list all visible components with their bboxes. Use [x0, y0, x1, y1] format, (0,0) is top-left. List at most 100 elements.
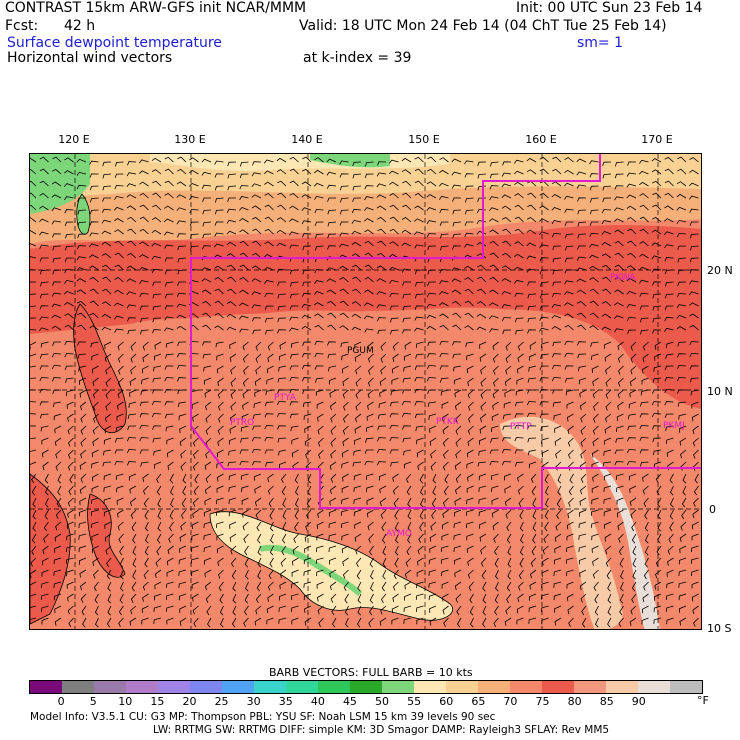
wind-barb: [330, 437, 337, 447]
wind-barb: [389, 305, 399, 311]
wind-barb: [254, 497, 262, 507]
wind-barb: [689, 221, 699, 226]
wind-barb: [579, 569, 587, 578]
wind-barb: [192, 413, 199, 422]
wind-barb: [216, 533, 224, 541]
wind-barb: [429, 605, 437, 613]
boundary-lines: [190, 154, 701, 509]
wind-barb: [68, 449, 74, 459]
wind-barb: [276, 217, 287, 223]
wind-barb: [554, 425, 562, 433]
wind-barb: [204, 497, 212, 506]
wind-barb: [94, 605, 99, 616]
wind-barb: [641, 377, 649, 385]
wind-barb: [89, 160, 99, 165]
wind-barb: [264, 280, 274, 285]
wind-barb: [132, 545, 137, 556]
wind-barb: [415, 425, 424, 432]
wind-barb: [39, 180, 49, 187]
wind-barb: [30, 269, 37, 271]
wind-barb: [366, 509, 374, 518]
wind-barb: [693, 485, 699, 496]
wind-barb: [55, 509, 62, 519]
wind-barb: [517, 341, 524, 351]
wind-barb: [627, 329, 637, 335]
wind-barb: [414, 218, 424, 223]
wind-barb: [464, 160, 474, 165]
station-ptkk: PTKK: [436, 417, 459, 427]
wind-barb: [352, 185, 362, 191]
wind-barb: [379, 389, 387, 398]
wind-barb: [239, 252, 249, 259]
wind-barb: [530, 473, 537, 483]
wind-barb: [626, 278, 637, 283]
wind-barb: [639, 449, 649, 454]
wind-barb: [67, 605, 74, 615]
wind-barb: [326, 158, 337, 163]
wind-barb: [314, 353, 324, 358]
wind-barb: [314, 365, 324, 370]
wind-barb: [79, 461, 87, 470]
wind-barb: [427, 341, 437, 347]
wind-barb: [564, 169, 574, 175]
wind-barb: [301, 314, 312, 319]
wind-barb: [32, 497, 37, 508]
wind-barb: [540, 593, 549, 600]
wind-barb: [677, 401, 687, 407]
wind-barb: [127, 461, 137, 466]
wind-barb: [316, 533, 324, 541]
wind-barb: [603, 485, 612, 492]
wind-barb: [51, 207, 62, 212]
wind-barb: [641, 605, 649, 614]
wind-barb: [39, 365, 49, 370]
wind-barb: [501, 194, 512, 199]
wind-barb: [179, 425, 187, 434]
wind-barb: [615, 161, 624, 167]
wind-barb: [527, 305, 537, 311]
wind-barb: [192, 437, 199, 447]
wind-barb: [290, 425, 299, 432]
wind-barb: [318, 449, 324, 459]
wind-barb: [603, 473, 612, 481]
wind-barb: [364, 289, 374, 295]
wind-barb: [664, 180, 674, 187]
wind-barb: [591, 521, 599, 528]
wind-barb: [355, 377, 362, 387]
wind-barb: [644, 521, 649, 532]
wind-barb: [164, 316, 174, 321]
wind-barb: [91, 449, 99, 458]
wind-barb: [102, 173, 112, 179]
wind-barb: [176, 303, 187, 308]
wind-barb: [130, 353, 137, 363]
wind-barb: [505, 605, 512, 615]
wind-barb: [564, 365, 574, 370]
wind-barb: [355, 389, 362, 399]
wind-barb: [114, 206, 124, 211]
wind-barb: [215, 341, 224, 348]
wind-barb: [314, 269, 324, 274]
wind-barb: [104, 413, 112, 423]
wind-barb: [565, 557, 574, 564]
wind-barb: [39, 377, 49, 382]
wind-barb: [526, 158, 537, 163]
wind-barb: [394, 557, 399, 568]
wind-barb: [216, 485, 224, 493]
wind-barb: [181, 497, 187, 508]
wind-barb: [31, 545, 37, 556]
wind-barb: [377, 161, 387, 166]
wind-barb: [254, 389, 262, 398]
wind-barb: [367, 389, 374, 399]
wind-barb: [130, 605, 137, 615]
wind-barb: [568, 617, 574, 627]
wind-barb: [277, 305, 287, 311]
wind-barb: [527, 281, 537, 286]
wind-barb: [514, 449, 524, 454]
wind-barb: [665, 593, 674, 600]
wind-barb: [578, 365, 587, 372]
wind-barb: [403, 617, 412, 624]
wind-barb: [202, 312, 212, 319]
wind-barb: [682, 485, 687, 496]
wind-barb: [30, 569, 37, 578]
wind-barb: [454, 389, 462, 398]
wind-barb: [567, 437, 574, 447]
